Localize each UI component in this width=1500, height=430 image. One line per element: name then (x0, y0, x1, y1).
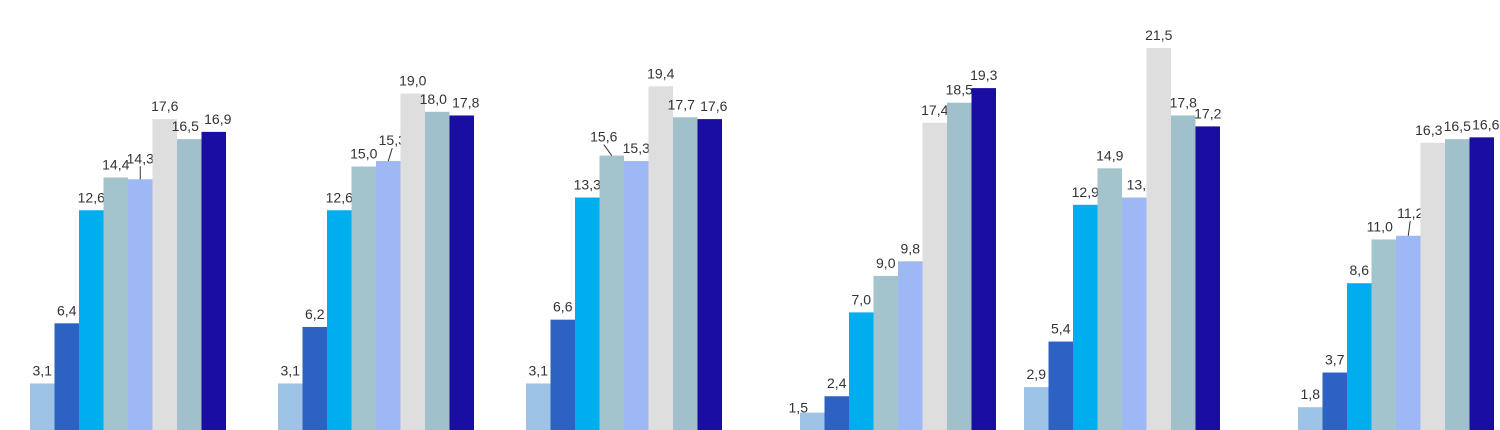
bar-g5-s7 (1171, 115, 1196, 430)
bar-g5-s1 (1024, 387, 1049, 430)
bar-g4-s5 (898, 261, 923, 430)
data-label-g4-s3: 7,0 (852, 291, 872, 307)
data-label-g1-s7: 16,5 (172, 118, 199, 134)
label-leader-g6-s5 (1407, 220, 1411, 236)
data-label-g3-s8: 17,6 (700, 98, 727, 114)
bar-g2-s1 (278, 383, 303, 430)
bar-g6-s4 (1371, 239, 1396, 430)
data-label-g3-s7: 17,7 (668, 96, 695, 112)
bar-g1-s8 (201, 131, 226, 430)
data-label-g2-s8: 17,8 (452, 94, 479, 110)
bar-g3-s3 (575, 197, 600, 430)
data-label-g1-s6: 17,6 (151, 98, 178, 114)
bar-g3-s1 (526, 383, 551, 430)
data-label-g5-s7: 17,8 (1170, 94, 1197, 110)
data-label-g2-s1: 3,1 (281, 362, 301, 378)
bar-g1-s7 (177, 139, 202, 430)
bar-g5-s2 (1048, 341, 1073, 430)
data-label-g6-s4: 11,0 (1367, 218, 1393, 234)
bar-g6-s6 (1420, 142, 1445, 430)
data-label-g2-s5: 15,3 (379, 132, 406, 148)
data-label-g4-s7: 18,5 (946, 82, 973, 98)
data-label-g6-s3: 8,6 (1350, 262, 1370, 278)
bar-g3-s5 (624, 161, 649, 430)
label-leader-g2-s5 (387, 147, 393, 162)
data-label-g4-s6: 17,4 (921, 102, 948, 118)
data-label-g3-s4: 15,6 (590, 129, 617, 145)
data-label-g1-s5: 14,3 (127, 150, 154, 166)
bar-g2-s6 (400, 93, 425, 430)
data-label-g4-s2: 2,4 (827, 375, 847, 391)
data-label-g1-s2: 6,4 (57, 302, 77, 318)
bar-g1-s2 (54, 323, 79, 430)
data-label-g3-s6: 19,4 (647, 65, 674, 81)
bar-g6-s5 (1396, 235, 1421, 430)
bar-g4-s4 (873, 275, 898, 430)
bar-g1-s6 (152, 119, 177, 430)
data-label-g4-s8: 19,3 (970, 67, 997, 83)
bar-g1-s5 (128, 179, 153, 430)
bar-g3-s4 (599, 155, 624, 430)
data-label-g1-s1: 3,1 (33, 362, 53, 378)
data-label-g5-s2: 5,4 (1051, 321, 1071, 337)
data-label-g1-s8: 16,9 (204, 111, 231, 127)
bar-g3-s6 (648, 86, 673, 430)
bar-g6-s1 (1298, 407, 1323, 430)
bar-g2-s5 (376, 161, 401, 430)
data-label-g3-s1: 3,1 (529, 362, 549, 378)
data-label-g5-s4: 14,9 (1096, 147, 1123, 163)
bar-g6-s8 (1469, 137, 1494, 430)
data-label-g3-s3: 13,3 (574, 177, 601, 193)
bar-g1-s1 (30, 383, 55, 430)
bar-g1-s4 (103, 177, 128, 430)
data-label-g4-s1: 1,5 (789, 400, 809, 416)
data-label-g6-s2: 3,7 (1325, 352, 1345, 368)
bar-g5-s5 (1122, 197, 1147, 430)
bar-g6-s3 (1347, 283, 1372, 430)
bar-g1-s3 (79, 210, 104, 430)
data-label-g3-s2: 6,6 (553, 299, 573, 315)
bar-g2-s8 (449, 115, 474, 430)
bar-g4-s8 (971, 88, 996, 430)
data-label-g6-s7: 16,5 (1444, 118, 1471, 134)
data-label-g5-s1: 2,9 (1027, 366, 1047, 382)
data-label-g1-s4: 14,4 (102, 156, 129, 172)
bar-g4-s6 (922, 122, 947, 430)
bar-g4-s7 (947, 102, 972, 430)
data-label-g6-s6: 16,3 (1415, 122, 1442, 138)
data-label-g2-s7: 18,0 (420, 91, 447, 107)
data-label-g1-s3: 12,6 (78, 189, 105, 205)
data-label-g4-s4: 9,0 (876, 255, 896, 271)
bar-g3-s2 (550, 319, 575, 430)
data-label-g6-s5: 11,2 (1397, 205, 1423, 221)
data-label-g2-s4: 15,0 (350, 146, 377, 162)
bar-g6-s7 (1445, 139, 1470, 430)
label-leader-g3-s4 (603, 144, 613, 156)
data-label-g5-s3: 12,9 (1072, 184, 1099, 200)
bar-g5-s3 (1073, 204, 1098, 430)
data-label-g2-s3: 12,6 (326, 189, 353, 205)
bar-g2-s3 (327, 210, 352, 430)
bar-g5-s6 (1146, 48, 1171, 430)
bar-g2-s2 (302, 326, 327, 430)
bar-g3-s8 (697, 119, 722, 430)
bar-g4-s2 (824, 396, 849, 430)
data-label-g2-s6: 19,0 (399, 73, 426, 89)
data-label-g2-s2: 6,2 (305, 306, 325, 322)
bar-g5-s4 (1097, 168, 1122, 430)
bar-g4-s1 (800, 412, 825, 430)
bar-g5-s8 (1195, 126, 1220, 430)
data-label-g3-s5: 15,3 (623, 140, 650, 156)
bar-g2-s4 (351, 166, 376, 430)
data-label-g6-s8: 16,6 (1472, 116, 1499, 132)
data-label-g5-s8: 17,2 (1194, 105, 1221, 121)
bar-g3-s7 (673, 117, 698, 430)
bar-g6-s2 (1322, 372, 1347, 430)
data-label-g6-s1: 1,8 (1301, 386, 1321, 402)
data-label-g4-s5: 9,8 (901, 240, 921, 256)
bar-g2-s7 (425, 111, 450, 430)
bar-g4-s3 (849, 312, 874, 430)
data-label-g5-s6: 21,5 (1145, 27, 1172, 43)
